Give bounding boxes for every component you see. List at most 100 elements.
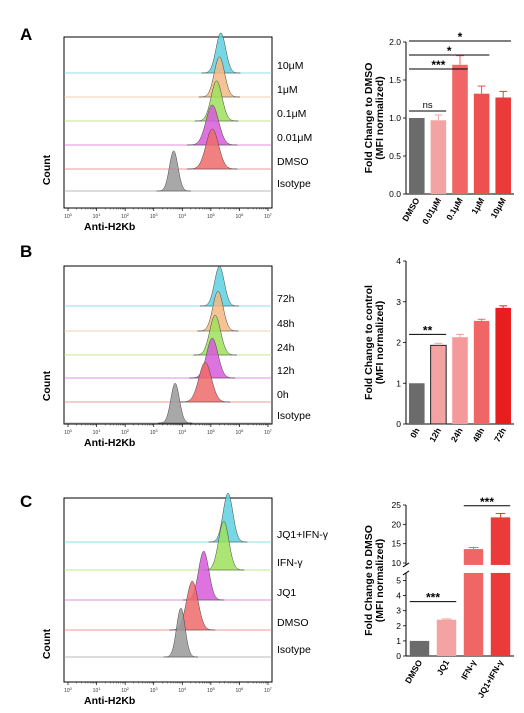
x-tick-label: 100 [64, 428, 73, 436]
track-label: 1μM [277, 84, 298, 96]
axis-break-mark [402, 562, 410, 568]
significance-label: ns [423, 100, 433, 111]
track-label: Isotype [277, 644, 311, 656]
bar [409, 118, 425, 194]
x-tick-label: 100 [64, 686, 73, 694]
bar [409, 640, 430, 656]
x-tick-label: 105 [207, 686, 216, 694]
x-tick-label: 103 [150, 212, 159, 220]
y-tick-label: 0 [396, 651, 401, 661]
histogram-peak [186, 128, 238, 170]
bar [452, 337, 468, 424]
x-tick-label: 105 [207, 428, 216, 436]
category-label: JQ1 [435, 658, 452, 677]
track-label: Isotype [277, 178, 311, 190]
category-label: 0.1μM [444, 196, 465, 222]
track-label: 0h [277, 389, 289, 401]
track-label: JQ1 [277, 587, 296, 599]
significance-label: *** [480, 495, 494, 509]
bar [463, 572, 484, 656]
histogram-xlabel: Anti-H2Kb [84, 695, 135, 707]
x-tick-label: 105 [207, 212, 216, 220]
track-label: DMSO [277, 156, 309, 168]
histogram-frame [63, 497, 273, 683]
track-label: 72h [277, 293, 295, 305]
y-tick-label: 0 [396, 419, 401, 429]
histogram-peak [208, 492, 248, 543]
significance-label: ** [423, 323, 433, 337]
track-label: IFN-γ [277, 557, 303, 569]
x-tick-label: 104 [178, 212, 187, 220]
x-tick-label: 106 [236, 212, 245, 220]
histogram-ylabel: Count [41, 628, 53, 659]
y-tick-label: 0.0 [389, 189, 401, 199]
histogram-peak [186, 104, 238, 146]
y-tick-label: 3 [396, 297, 401, 307]
bar [409, 383, 425, 424]
histogram-peak [156, 150, 192, 192]
y-tick-label: 2 [396, 338, 401, 348]
histogram-ylabel: Count [41, 154, 53, 185]
histogram-peak [179, 361, 231, 403]
category-label: 48h [470, 426, 486, 444]
x-tick-label: 102 [121, 428, 130, 436]
x-tick-label: 104 [178, 428, 187, 436]
category-label: IFN-γ [459, 658, 478, 682]
y-tick-label: 2 [396, 621, 401, 631]
y-tick-label: 4 [396, 256, 401, 266]
panel-label: B [20, 242, 32, 261]
significance-label: *** [431, 58, 445, 72]
x-tick-label: 102 [121, 686, 130, 694]
bar [473, 93, 490, 194]
bar [463, 549, 484, 565]
histogram-xlabel: Anti-H2Kb [84, 437, 135, 449]
bar [430, 344, 447, 425]
track-label: 0.01μM [277, 132, 312, 144]
category-label: 0h [408, 426, 422, 440]
x-tick-label: 101 [93, 428, 102, 436]
category-label: 10μM [488, 196, 508, 220]
y-tick-label: 20 [392, 519, 402, 529]
y-tick-label: 4 [396, 591, 401, 601]
bar [490, 572, 511, 656]
track-label: 12h [277, 365, 295, 377]
track-label: 48h [277, 318, 295, 330]
bar-chart: 0 1 2 3 4 5 10 15 20 25 Fold Change to DMSO(MFI no… [363, 495, 514, 700]
category-label: 12h [427, 426, 443, 444]
category-label: 72h [492, 426, 508, 444]
bar-ylabel: Fold Change to DMSO(MFI normalized) [363, 63, 386, 174]
histogram-frame [63, 265, 273, 425]
panel-label: C [20, 492, 32, 511]
axis-break-mark [402, 570, 410, 576]
bar-chart: 0.0 0.5 1.0 1.5 2.0 Fold Change to DMSO(MFI n… [363, 30, 514, 226]
category-label: 1μM [469, 196, 486, 216]
y-tick-label: 10 [392, 558, 402, 568]
histogram-peak [157, 382, 193, 424]
track-label: DMSO [277, 617, 309, 629]
histogram-peak [201, 32, 241, 74]
histogram-peak [163, 607, 199, 658]
bar [436, 619, 457, 656]
histogram: 100 101 102 103 104 105 106 107 Anti-H2Kb Count 10… [41, 32, 312, 233]
bar-ylabel: Fold Change to DMSO(MFI normalized) [363, 525, 386, 636]
histogram-peak [193, 314, 238, 356]
histogram-peak [198, 56, 241, 98]
histogram-peak [189, 337, 236, 379]
histogram-peak [202, 520, 245, 571]
x-tick-label: 101 [93, 212, 102, 220]
significance-label: * [447, 44, 452, 58]
bar [430, 120, 447, 194]
x-tick-label: 103 [150, 428, 159, 436]
x-tick-label: 101 [93, 686, 102, 694]
x-tick-label: 103 [150, 686, 159, 694]
track-label: 10μM [277, 60, 303, 72]
bar [495, 97, 511, 194]
category-label: DMSO [400, 196, 422, 223]
significance-label: *** [426, 591, 440, 605]
y-tick-label: 0.5 [389, 151, 401, 161]
category-label: DMSO [403, 658, 425, 685]
